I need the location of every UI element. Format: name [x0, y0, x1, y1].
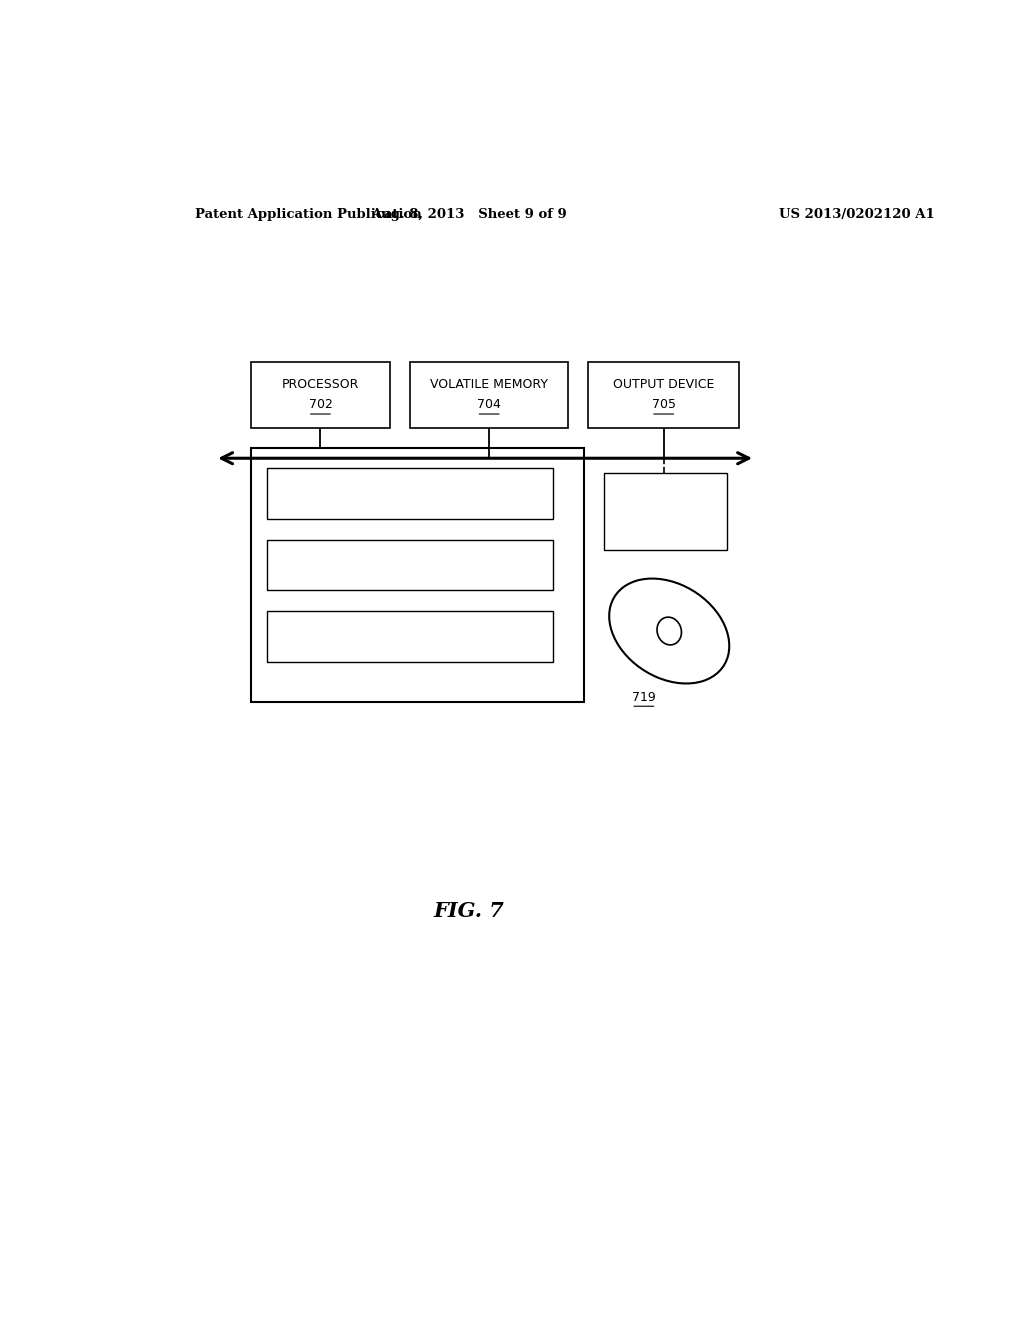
Ellipse shape — [609, 578, 729, 684]
FancyBboxPatch shape — [604, 474, 727, 549]
Text: OUTPUT DEVICE: OUTPUT DEVICE — [613, 378, 715, 391]
Text: 718: 718 — [461, 630, 485, 643]
FancyBboxPatch shape — [267, 611, 553, 661]
Text: US 2013/0202120 A1: US 2013/0202120 A1 — [778, 207, 935, 220]
FancyBboxPatch shape — [267, 469, 553, 519]
Ellipse shape — [657, 618, 681, 645]
Text: 712: 712 — [494, 487, 517, 500]
Text: PROCESSOR: PROCESSOR — [282, 378, 359, 391]
Text: 708: 708 — [653, 517, 678, 531]
Text: 704: 704 — [477, 399, 501, 412]
Text: COMPUTER INSTRUCTIONS: COMPUTER INSTRUCTIONS — [306, 487, 474, 500]
FancyBboxPatch shape — [251, 447, 585, 702]
Text: 719: 719 — [632, 690, 655, 704]
FancyBboxPatch shape — [267, 540, 553, 590]
Text: DATA: DATA — [361, 630, 394, 643]
Text: OPERATING SYSTEM: OPERATING SYSTEM — [324, 558, 449, 572]
Text: 705: 705 — [651, 399, 676, 412]
Text: 702: 702 — [308, 399, 333, 412]
FancyBboxPatch shape — [410, 362, 568, 428]
Text: FIG. 7: FIG. 7 — [434, 900, 505, 920]
FancyBboxPatch shape — [251, 362, 390, 428]
Text: Aug. 8, 2013   Sheet 9 of 9: Aug. 8, 2013 Sheet 9 of 9 — [372, 207, 567, 220]
Text: Patent Application Publication: Patent Application Publication — [196, 207, 422, 220]
Text: GUI: GUI — [653, 492, 678, 507]
Text: 706: 706 — [441, 467, 465, 480]
Text: VOLATILE MEMORY: VOLATILE MEMORY — [430, 378, 548, 391]
Text: 716: 716 — [479, 558, 503, 572]
FancyBboxPatch shape — [588, 362, 739, 428]
Text: NON-VOLATILE MEMORY: NON-VOLATILE MEMORY — [283, 467, 433, 480]
